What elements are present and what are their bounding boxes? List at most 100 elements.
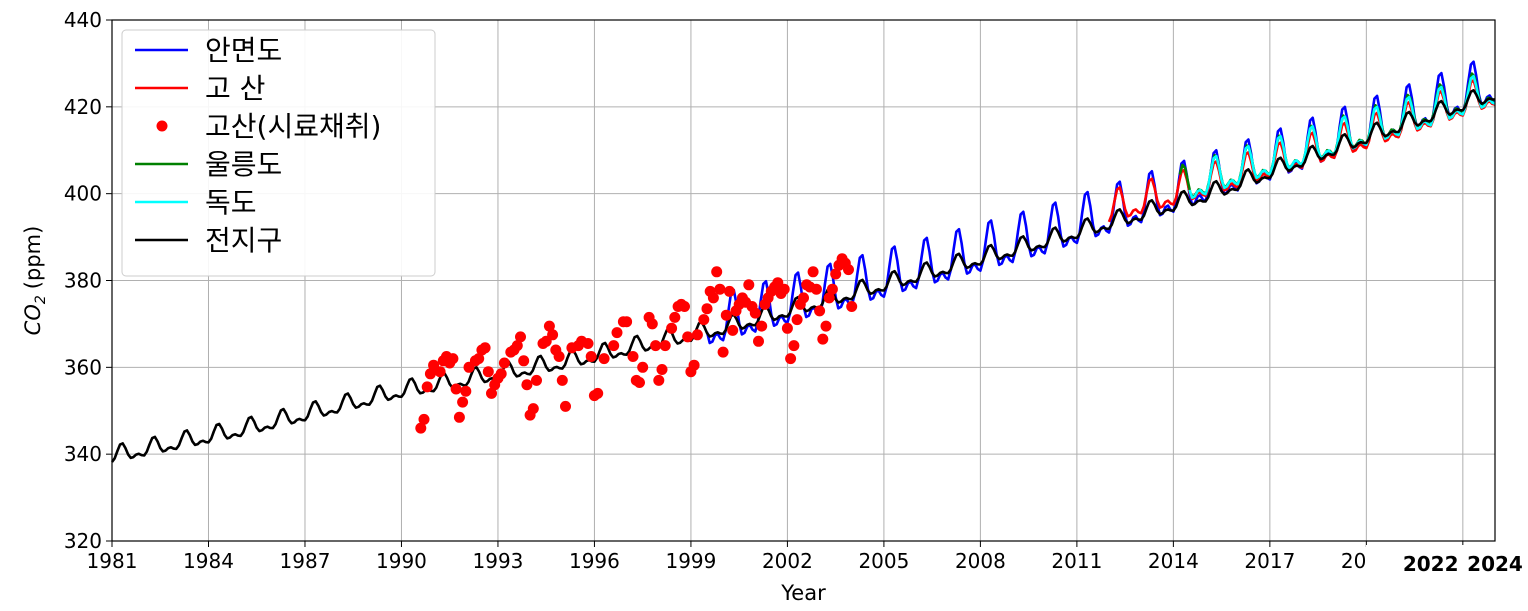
scatter-point	[556, 374, 568, 386]
x-tick-label: 2005	[858, 549, 909, 573]
x-tick-label: 1990	[376, 549, 427, 573]
scatter-point	[823, 292, 835, 304]
scatter-point	[843, 264, 854, 276]
scatter-point	[531, 374, 542, 386]
x-tick-label: 2014	[1148, 549, 1199, 573]
scatter-point	[598, 353, 610, 365]
scatter-point	[814, 305, 826, 317]
y-axis-label-subscript: 2	[33, 295, 49, 304]
scatter-point	[650, 340, 662, 352]
x-axis-ticks: 1981 1984 1987 1990 1993 1996 1999 2002 2005 2008…	[87, 541, 1488, 573]
scatter-point	[482, 366, 494, 378]
scatter-point	[720, 309, 732, 321]
extra-year-label-box	[1366, 545, 1528, 611]
scatter-point	[450, 383, 462, 395]
legend-entry: 울릉도	[135, 148, 282, 181]
scatter-point	[521, 379, 533, 391]
scatter-point	[473, 353, 485, 365]
x-tick-label: 1999	[665, 549, 716, 573]
scatter-point	[727, 324, 739, 336]
legend-label: 울릉도	[205, 148, 282, 181]
scatter-point	[711, 266, 723, 278]
x-tick-label: 1984	[183, 549, 234, 573]
x-tick-label: 2011	[1051, 549, 1102, 573]
scatter-point	[778, 283, 790, 295]
scatter-point	[743, 279, 755, 291]
scatter-point	[560, 400, 571, 412]
scatter-point	[527, 403, 539, 415]
scatter-point	[791, 314, 803, 326]
scatter-point	[434, 366, 446, 378]
scatter-point	[479, 342, 491, 354]
scatter-point	[826, 283, 838, 295]
series-line-독도	[1188, 74, 1496, 199]
scatter-point	[424, 368, 436, 380]
y-axis-label-unit: (ppm)	[21, 226, 45, 290]
extra-year-label: 2024	[1467, 552, 1523, 576]
y-tick-label: 340	[64, 442, 102, 466]
legend-label: 고산(시료채취)	[205, 110, 381, 143]
scatter-point	[418, 413, 430, 425]
scatter-point	[495, 368, 507, 380]
scatter-point	[756, 320, 768, 332]
legend-box	[121, 29, 436, 277]
scatter-point	[447, 353, 459, 365]
scatter-point	[666, 322, 678, 334]
scatter-point	[637, 361, 649, 373]
scatter-point	[682, 331, 694, 343]
legend-label: 전지구	[205, 224, 282, 257]
scatter-point	[717, 346, 729, 358]
scatter-point	[518, 355, 530, 367]
y-axis-label: CO2 (ppm)	[21, 226, 49, 336]
y-axis-label-main: CO	[21, 304, 45, 335]
scatter-point	[749, 307, 761, 319]
legend-entry: 안면도	[135, 34, 282, 67]
scatter-point	[753, 335, 764, 347]
scatter-point	[621, 316, 633, 328]
scatter-point	[547, 329, 559, 341]
scatter-point	[798, 292, 809, 304]
scatter-point	[627, 351, 639, 362]
legend-label: 안면도	[205, 34, 282, 67]
x-tick-label: 1993	[473, 549, 524, 573]
scatter-point	[582, 338, 594, 349]
y-tick-label: 380	[64, 269, 102, 293]
scatter-point	[611, 327, 623, 339]
legend-entry: 고 산	[135, 72, 265, 105]
scatter-point	[592, 387, 604, 399]
legend-label: 고 산	[205, 72, 265, 105]
x-tick-label: 1987	[280, 549, 331, 573]
y-tick-label: 440	[64, 8, 102, 32]
series-line-울릉도	[1178, 72, 1495, 199]
series-scatter-goshan-sampling	[415, 253, 858, 434]
scatter-point	[511, 340, 523, 352]
y-tick-label: 360	[64, 355, 102, 379]
y-axis-ticks: 320 340 360 380 400 420 440	[64, 8, 112, 553]
legend-entry: 독도	[135, 186, 257, 219]
extra-year-labels: 2022 2024	[1403, 552, 1523, 576]
x-tick-label: 2002	[762, 549, 813, 573]
scatter-point	[830, 268, 842, 280]
scatter-point	[585, 351, 597, 362]
x-tick-label: 2017	[1244, 549, 1295, 573]
scatter-point	[714, 283, 726, 295]
scatter-point	[691, 329, 703, 341]
scatter-point	[457, 396, 469, 408]
y-tick-label: 400	[64, 182, 102, 206]
legend-entry: 고산(시료채취)	[156, 110, 381, 143]
scatter-point	[634, 377, 645, 388]
scatter-point	[543, 320, 555, 332]
scatter-point	[698, 314, 710, 326]
scatter-point	[453, 411, 465, 423]
scatter-point	[608, 340, 620, 352]
scatter-point	[724, 285, 735, 297]
scatter-point	[810, 283, 822, 295]
scatter-point	[817, 333, 829, 345]
scatter-point	[701, 303, 713, 315]
scatter-point	[656, 364, 668, 375]
scatter-point	[653, 374, 665, 386]
scatter-point	[659, 340, 671, 352]
scatter-point	[415, 422, 427, 434]
